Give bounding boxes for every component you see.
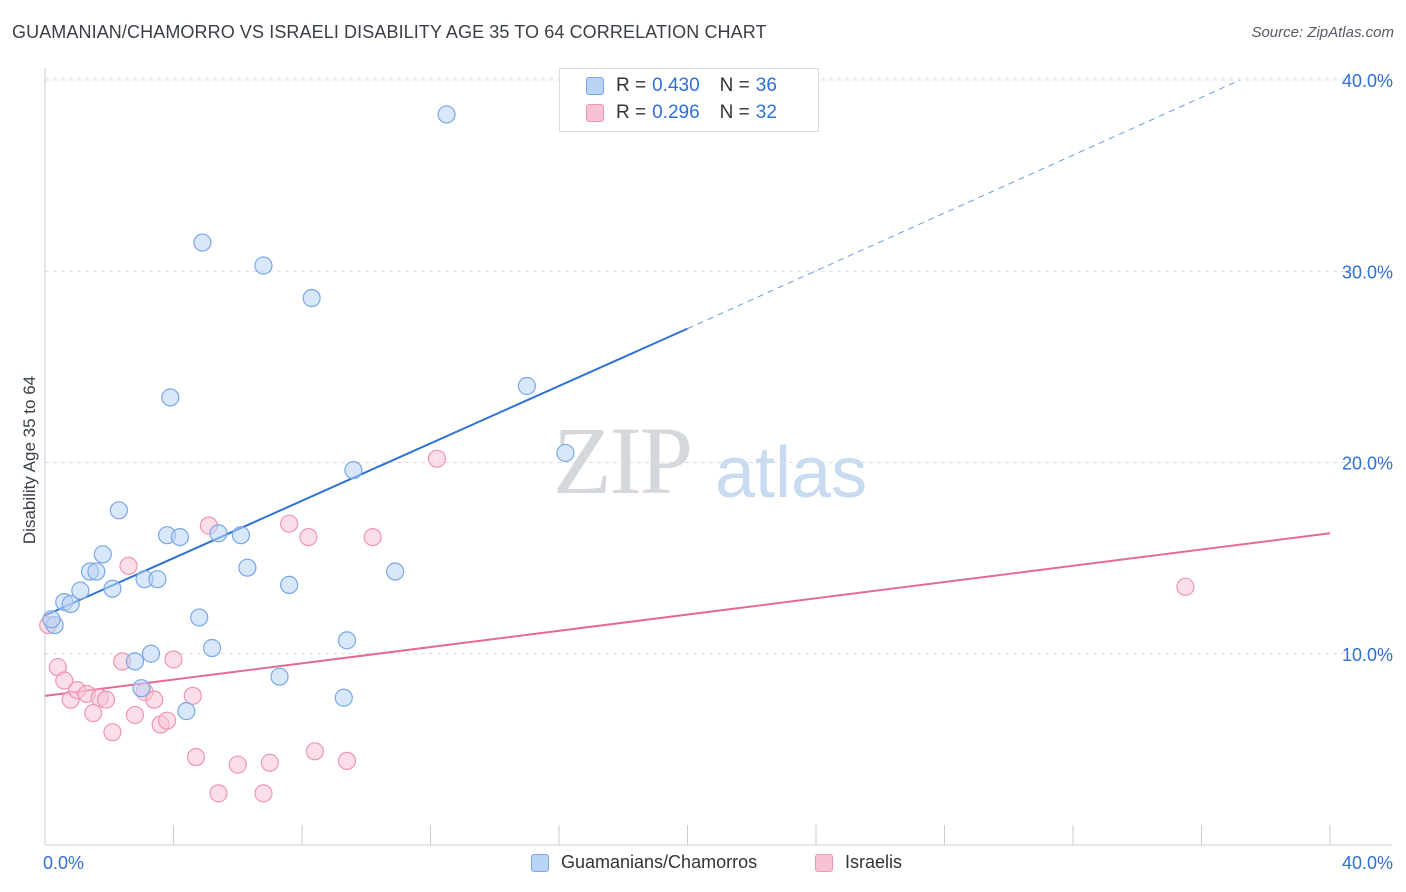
point-guamanians — [170, 527, 190, 547]
point-guamanians — [517, 376, 536, 396]
point-israelis — [55, 671, 74, 690]
trend-line-israelis — [44, 532, 1331, 697]
point-israelis — [280, 514, 299, 533]
point-israelis — [157, 711, 177, 730]
point-israelis — [84, 703, 103, 723]
legend-n-value: 32 — [755, 102, 777, 123]
point-guamanians — [42, 610, 61, 629]
point-guamanians — [302, 288, 321, 308]
chart-title: GUAMANIAN/CHAMORRO VS ISRAELI DISABILITY… — [12, 22, 767, 42]
point-israelis — [119, 556, 138, 575]
point-israelis — [427, 449, 447, 468]
legend-r-label: R = — [616, 102, 647, 123]
point-guamanians — [556, 443, 575, 463]
legend-n-label: N = — [719, 75, 750, 96]
point-israelis — [363, 527, 382, 547]
point-israelis — [125, 705, 145, 725]
point-guamanians — [209, 524, 228, 543]
point-guamanians — [334, 688, 353, 707]
point-guamanians — [202, 638, 222, 658]
bottom-legend-israelis: Israelis — [815, 852, 902, 873]
point-israelis — [1176, 577, 1195, 596]
point-guamanians — [190, 608, 209, 627]
point-guamanians — [109, 501, 128, 520]
y-tick-label: 10.0% — [1342, 645, 1393, 665]
legend-row-guamanians: R = 0.430 N = 36 — [586, 74, 777, 98]
stats-legend: R = 0.430 N = 36 R = 0.296 N = 32 — [559, 68, 819, 132]
point-guamanians — [87, 562, 106, 581]
point-israelis — [96, 690, 116, 709]
point-guamanians — [231, 526, 251, 545]
data-points — [39, 105, 1195, 803]
legend-n-label: N = — [719, 102, 750, 123]
watermark-atlas: atlas — [715, 433, 868, 513]
y-tick-label: 40.0% — [1342, 71, 1393, 91]
point-israelis — [183, 686, 202, 705]
point-guamanians — [103, 579, 122, 598]
bottom-swatch-pink — [815, 853, 833, 872]
point-israelis — [209, 784, 228, 803]
point-guamanians — [148, 570, 167, 589]
point-israelis — [186, 747, 206, 767]
legend-r-label: R = — [616, 75, 647, 96]
y-tick-label: 30.0% — [1342, 262, 1393, 282]
trend-line-guamanians — [44, 327, 688, 617]
legend-row-israelis: R = 0.296 N = 32 — [586, 101, 777, 125]
x-tick-label: 0.0% — [43, 853, 84, 873]
point-guamanians — [193, 233, 212, 252]
watermark-zip: ZIP — [553, 407, 693, 514]
point-israelis — [145, 690, 164, 709]
point-guamanians — [238, 558, 257, 577]
trend-line-guamanians-extension — [687, 79, 1241, 330]
point-guamanians — [161, 388, 180, 407]
point-guamanians — [177, 702, 196, 721]
point-israelis — [103, 723, 122, 742]
bottom-swatch-blue — [531, 853, 549, 872]
bottom-legend-guamanians: Guamanians/Chamorros — [531, 852, 757, 873]
source-label: Source: ZipAtlas.com — [1251, 24, 1394, 41]
legend-swatch-pink — [586, 104, 604, 122]
point-guamanians — [344, 461, 363, 480]
point-israelis — [337, 751, 357, 770]
point-israelis — [305, 742, 324, 761]
point-guamanians — [337, 631, 357, 650]
legend-n-value: 36 — [755, 75, 777, 96]
point-israelis — [299, 527, 318, 547]
point-israelis — [254, 784, 273, 803]
x-tick-label: 40.0% — [1342, 853, 1393, 873]
legend-r-value: 0.296 — [652, 102, 700, 123]
tick-labels: 10.0% 20.0% 30.0% 40.0% 0.0% 40.0% — [43, 71, 1393, 873]
point-guamanians — [125, 652, 145, 671]
point-israelis — [228, 755, 247, 774]
point-guamanians — [254, 256, 273, 275]
legend-swatch-blue — [586, 77, 604, 95]
bottom-legend-label: Israelis — [845, 852, 903, 872]
axes — [44, 68, 1392, 846]
y-tick-label: 20.0% — [1342, 454, 1393, 474]
point-israelis — [164, 650, 183, 669]
point-guamanians — [270, 667, 289, 686]
trend-lines — [44, 79, 1331, 697]
bottom-legend-label: Guamanians/Chamorros — [561, 852, 758, 872]
point-guamanians — [93, 545, 112, 564]
point-guamanians — [386, 562, 405, 581]
legend-r-value: 0.430 — [652, 75, 700, 96]
point-israelis — [260, 753, 279, 772]
point-guamanians — [141, 644, 161, 663]
point-guamanians — [71, 581, 90, 600]
point-guamanians — [437, 105, 456, 124]
point-guamanians — [132, 679, 151, 698]
point-guamanians — [61, 594, 80, 614]
point-guamanians — [280, 575, 299, 595]
